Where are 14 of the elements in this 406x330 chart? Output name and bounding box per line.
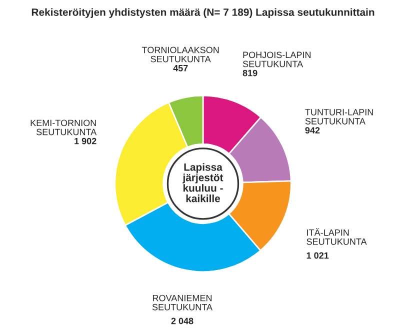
- data-label: 2 048: [171, 318, 194, 324]
- data-label: 942: [305, 127, 320, 134]
- data-label: 819: [242, 70, 258, 76]
- data-label: 457: [173, 65, 188, 72]
- slice-label: KEMI-TORNION SEUTUKUNTA: [30, 120, 97, 136]
- slice-label: ITÄ-LAPIN SEUTUKUNTA: [306, 228, 367, 245]
- data-label: 1 021: [306, 252, 329, 259]
- slice-label: POHJOIS-LAPIN SEUTUKUNTA: [242, 52, 311, 68]
- data-label: 1 902: [74, 138, 96, 144]
- text: Lapissa järjestöt kuuluu - kaikille: [182, 163, 224, 202]
- chart-title: Rekisteröityjen yhdistysten määrä (N= 7 189) Lapissa seutukunnittain: [32, 8, 374, 18]
- slice-label: TUNTURI-LAPIN SEUTUKUNTA: [305, 109, 373, 124]
- slice-label: TORNIOLAAKSON SEUTUKUNTA: [142, 46, 219, 62]
- slice-label: ROVANIEMEN SEUTUKUNTA: [152, 294, 213, 310]
